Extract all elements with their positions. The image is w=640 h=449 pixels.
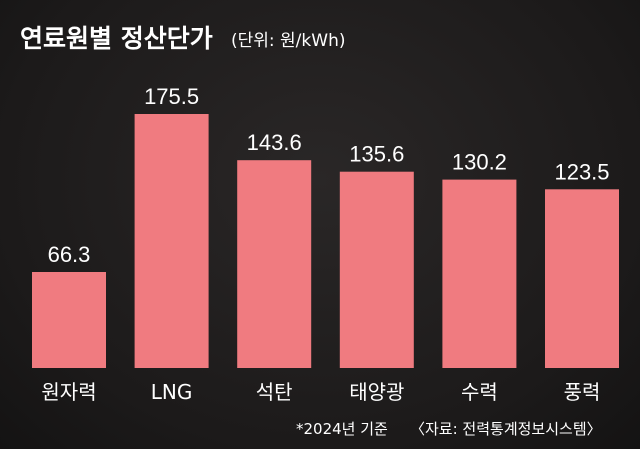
chart-title: 연료원별 정산단가 — [20, 24, 213, 53]
value-label-4: 130.2 — [452, 150, 507, 175]
category-label-0: 원자력 — [41, 380, 96, 404]
value-label-5: 123.5 — [554, 159, 609, 184]
bar-2 — [237, 160, 312, 368]
footnote-basis: *2024년 기준 — [296, 420, 388, 438]
footnote-source: 〈자료: 전력통계정보시스템〉 — [410, 420, 602, 438]
bar-1 — [134, 114, 209, 368]
bar-0 — [32, 272, 106, 368]
category-label-4: 수력 — [461, 380, 498, 404]
bar-3 — [339, 171, 414, 368]
value-label-0: 66.3 — [48, 242, 91, 267]
value-label-3: 135.6 — [349, 142, 404, 167]
unit-label: (단위: 원/kWh) — [231, 31, 345, 51]
category-label-1: LNG — [151, 380, 193, 404]
value-label-1: 175.5 — [144, 84, 199, 109]
bars-group: 66.3 원자력 175.5 LNG 143.6 석탄 135.6 태양광 130.2 수력 123… — [32, 84, 619, 404]
category-label-3: 태양광 — [349, 380, 404, 404]
category-label-5: 풍력 — [564, 380, 601, 404]
bar-4 — [442, 179, 517, 368]
bar-5 — [545, 189, 619, 368]
category-label-2: 석탄 — [256, 380, 293, 404]
value-label-2: 143.6 — [247, 130, 302, 155]
